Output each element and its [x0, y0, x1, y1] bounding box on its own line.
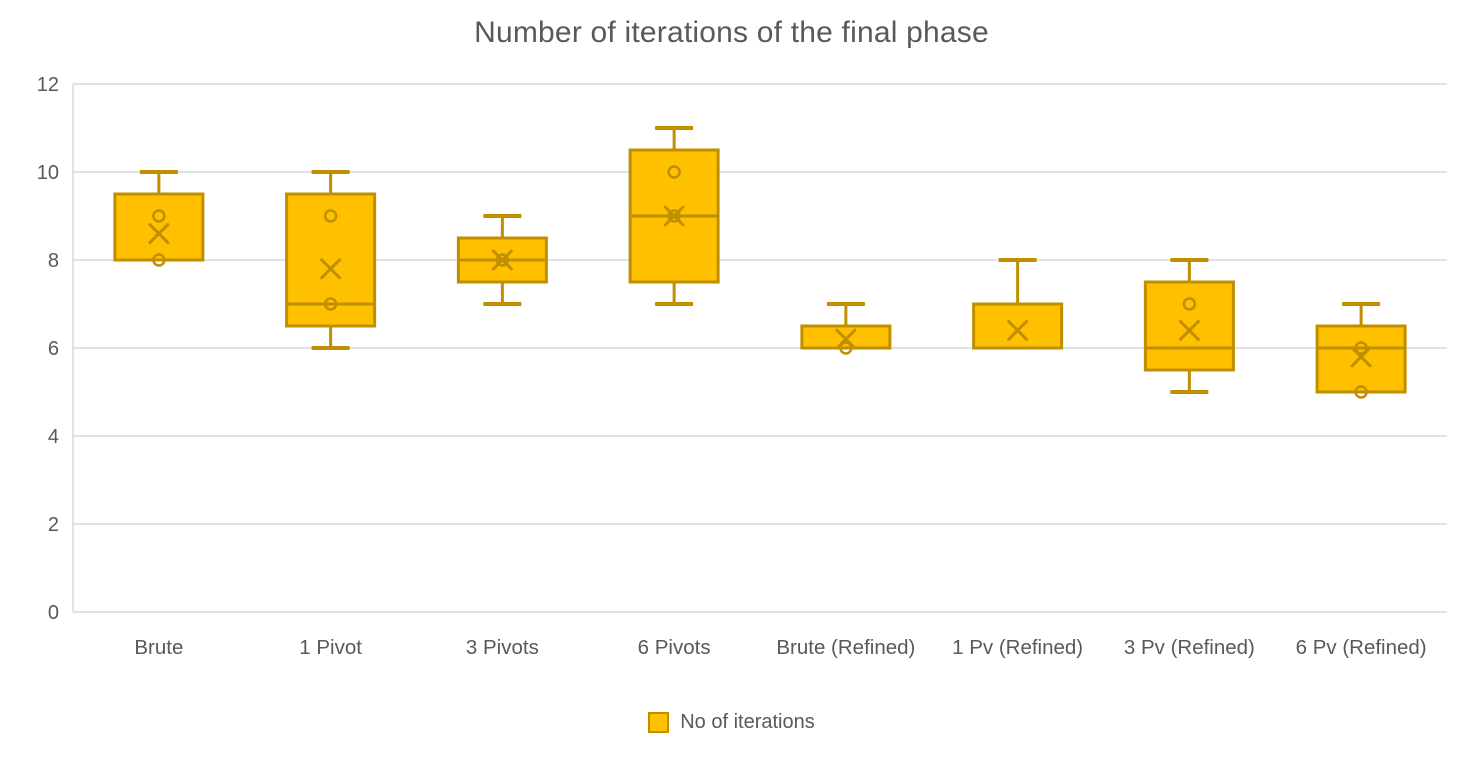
data-point	[323, 209, 338, 223]
chart-title: Number of iterations of the final phase	[474, 16, 989, 49]
x-category-label: 1 Pivot	[299, 636, 362, 659]
legend: No of iterations	[0, 711, 1463, 734]
box-1 Pivot	[285, 170, 377, 350]
mean-marker	[1007, 319, 1029, 341]
x-category-label: Brute (Refined)	[776, 636, 915, 659]
data-point	[1182, 297, 1197, 311]
mean-marker	[835, 328, 857, 350]
y-tick-label: 8	[48, 250, 59, 272]
mean-marker	[148, 223, 170, 245]
y-tick-label: 2	[48, 514, 59, 536]
iqr-box	[1143, 280, 1235, 372]
data-point	[323, 297, 338, 311]
y-tick-label: 12	[37, 74, 59, 96]
box-Brute (Refined)	[800, 302, 892, 355]
legend-series-label: No of iterations	[680, 711, 815, 733]
x-category-label: 3 Pv (Refined)	[1124, 636, 1255, 659]
iqr-box	[1315, 324, 1407, 394]
y-tick-label: 4	[48, 426, 59, 448]
box-3 Pivots	[456, 214, 548, 306]
y-tick-label: 6	[48, 338, 59, 360]
x-category-label: 6 Pv (Refined)	[1296, 636, 1427, 659]
x-category-label: 3 Pivots	[466, 636, 539, 659]
data-point	[667, 209, 681, 223]
data-point	[152, 253, 166, 267]
mean-marker	[1178, 319, 1200, 341]
mean-marker	[1350, 346, 1372, 368]
x-category-label: Brute	[134, 636, 183, 659]
iqr-box	[800, 324, 892, 350]
box-6 Pivots	[628, 126, 720, 306]
data-point	[1354, 385, 1368, 399]
iqr-box	[113, 192, 205, 262]
data-point	[839, 341, 853, 355]
iqr-box	[972, 302, 1064, 350]
iqr-box	[285, 192, 377, 328]
x-category-label: 1 Pv (Refined)	[952, 636, 1083, 659]
y-tick-label: 0	[48, 602, 59, 624]
mean-marker	[320, 258, 342, 280]
box-1 Pv (Refined)	[972, 258, 1064, 350]
data-point	[1354, 341, 1368, 355]
box-3 Pv (Refined)	[1143, 258, 1235, 394]
mean-marker	[491, 249, 513, 271]
legend-swatch-icon	[648, 712, 670, 733]
box-Brute	[113, 170, 205, 267]
data-point	[152, 209, 166, 223]
mean-marker	[663, 205, 685, 227]
boxplot-chart: 0 2 4 6 8 10 12 Brute 1 Pivot 3 Pivots 6 Pivots Bru…	[37, 74, 1447, 659]
box-6 Pv (Refined)	[1315, 302, 1407, 399]
y-tick-label: 10	[37, 162, 59, 184]
data-point	[495, 253, 510, 267]
data-point	[667, 165, 681, 179]
x-category-label: 6 Pivots	[638, 636, 711, 659]
